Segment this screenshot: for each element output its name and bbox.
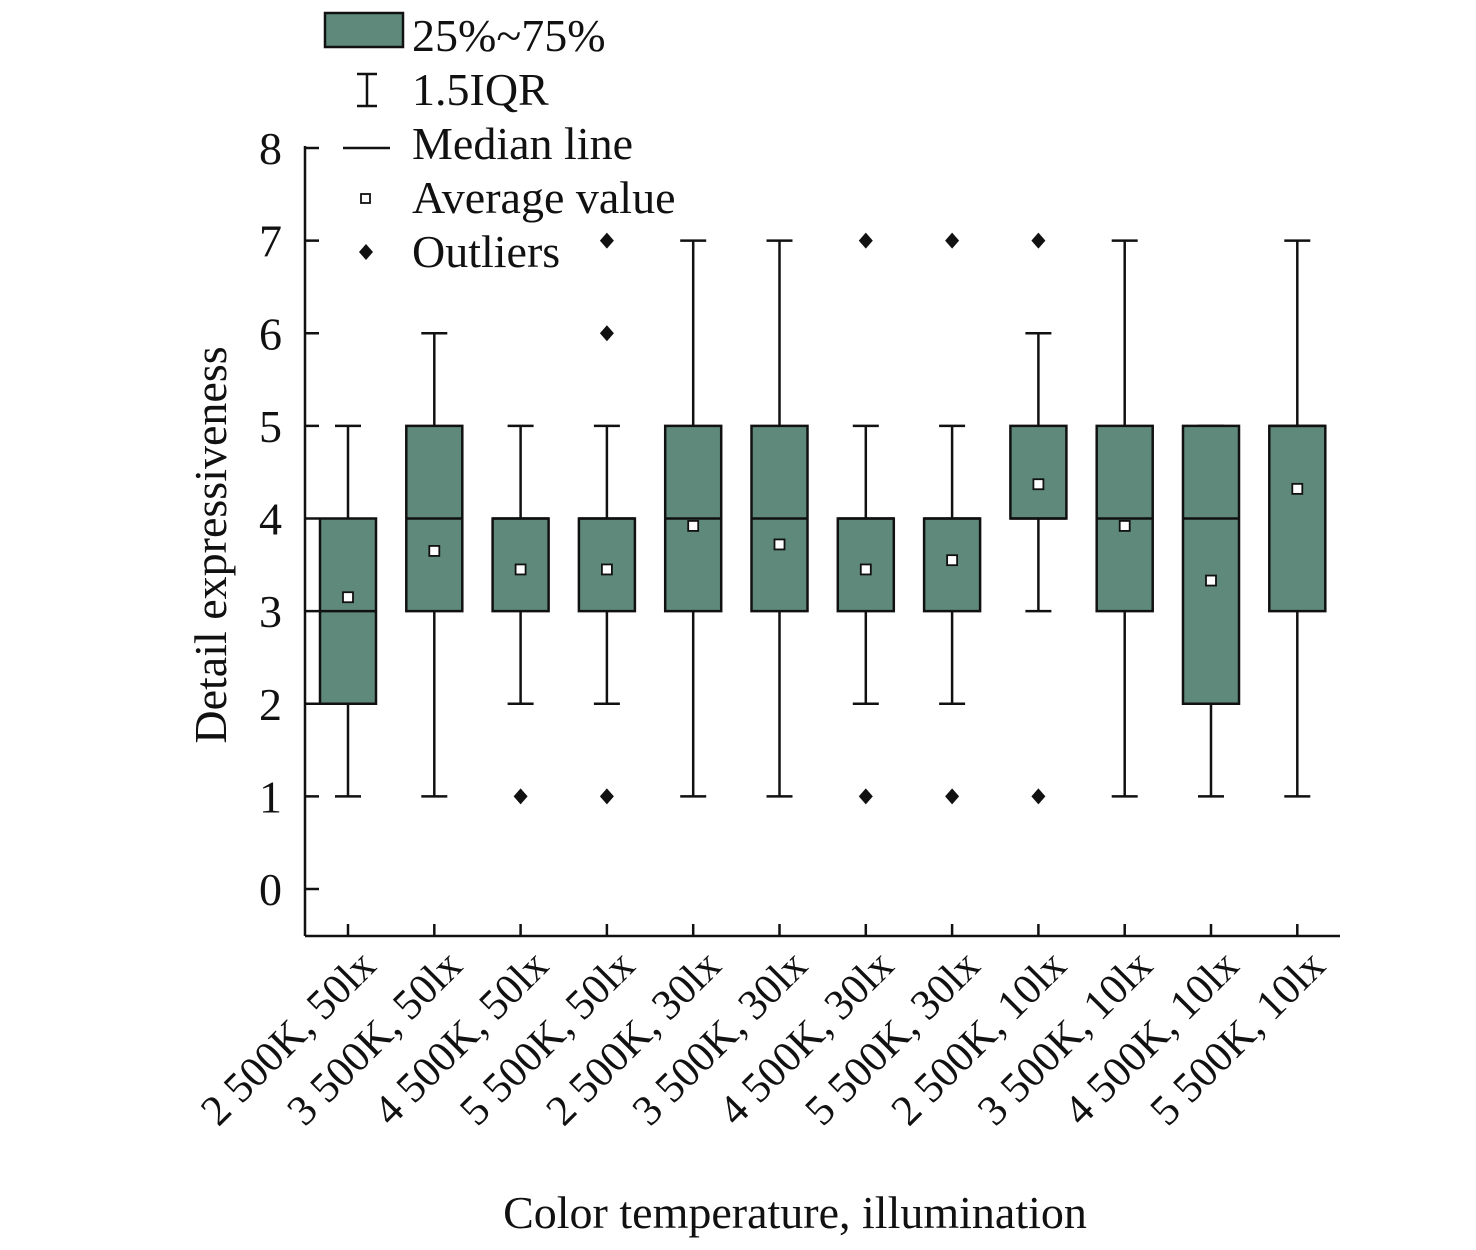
y-tick-label: 1 xyxy=(259,771,282,822)
box-group xyxy=(663,239,723,798)
mean-marker xyxy=(601,563,613,576)
plot-area xyxy=(318,232,1327,805)
y-tick-label: 8 xyxy=(259,123,282,174)
legend-whisker-swatch xyxy=(357,72,377,108)
y-tick-label: 5 xyxy=(259,401,282,452)
mean-marker xyxy=(514,563,527,576)
outlier-point xyxy=(599,325,614,342)
iqr-box xyxy=(1181,424,1241,705)
outlier-point xyxy=(1031,232,1046,249)
legend-median-label: Median line xyxy=(412,118,633,169)
box-group xyxy=(491,424,550,805)
box-group xyxy=(1181,424,1241,798)
y-tick-label: 7 xyxy=(259,216,282,267)
legend-mean-label: Average value xyxy=(412,172,676,223)
box-group xyxy=(750,239,809,798)
y-tick-label: 6 xyxy=(259,308,282,359)
box-group xyxy=(405,332,464,798)
outlier-point xyxy=(858,232,873,249)
y-tick-label: 4 xyxy=(259,494,282,545)
box-group xyxy=(1095,239,1154,798)
y-tick-label: 0 xyxy=(259,864,282,915)
outlier-point xyxy=(945,788,960,805)
outlier-point xyxy=(513,788,528,805)
mean-marker xyxy=(859,563,872,576)
legend-whisker-label: 1.5IQR xyxy=(412,64,549,115)
outlier-point xyxy=(599,788,614,805)
mean-marker xyxy=(1205,574,1217,587)
mean-marker xyxy=(773,538,786,551)
box-group xyxy=(1268,239,1327,798)
iqr-box xyxy=(1009,424,1068,520)
legend-box-swatch xyxy=(323,11,405,49)
mean-marker xyxy=(687,520,700,532)
mean-marker xyxy=(428,545,441,557)
box-group xyxy=(836,232,896,805)
legend-mean-swatch xyxy=(360,193,371,204)
outlier-point xyxy=(599,232,614,249)
mean-marker xyxy=(1032,478,1045,491)
outlier-point xyxy=(945,232,960,249)
y-tick-label: 3 xyxy=(259,586,282,637)
x-axis-title: Color temperature, illumination xyxy=(503,1187,1087,1238)
mean-marker xyxy=(1291,482,1304,495)
y-tick-label: 2 xyxy=(259,679,282,730)
outlier-point xyxy=(1031,788,1046,805)
box-group xyxy=(318,424,378,798)
box-group xyxy=(922,232,982,805)
iqr-box xyxy=(1268,424,1327,613)
legend-outlier-label: Outliers xyxy=(412,226,560,277)
legend: 25%~75% 1.5IQR Median line Average value… xyxy=(323,10,676,277)
mean-marker xyxy=(342,591,354,604)
mean-marker xyxy=(1118,520,1131,532)
outlier-point xyxy=(858,788,873,805)
legend-box-label: 25%~75% xyxy=(412,10,606,61)
legend-outlier-swatch xyxy=(359,244,373,260)
box-group xyxy=(1009,232,1068,805)
box-group xyxy=(577,232,637,805)
mean-marker xyxy=(946,554,958,567)
y-axis-title: Detail expressiveness xyxy=(185,346,236,743)
